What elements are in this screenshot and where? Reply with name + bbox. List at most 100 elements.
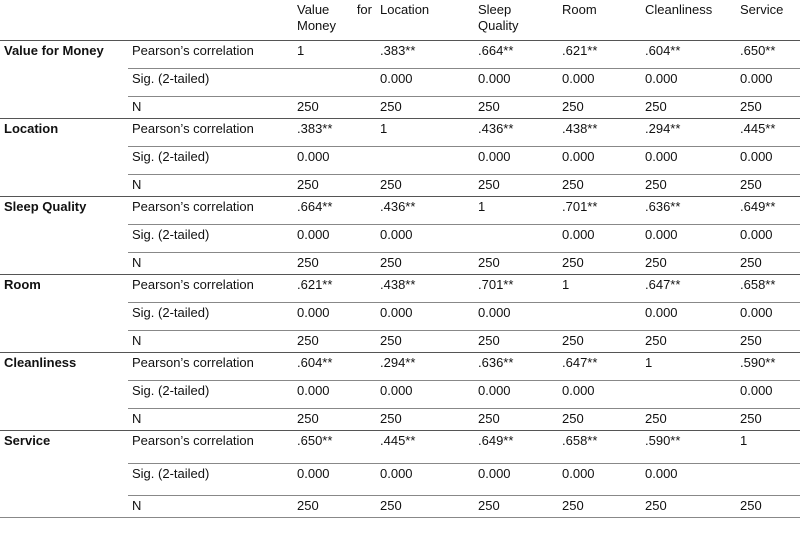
value-cell — [293, 68, 376, 97]
value-cell: 0.000 — [474, 146, 558, 175]
value-cell: 250 — [474, 330, 558, 353]
value-cell: 250 — [293, 174, 376, 197]
value-cell: 250 — [736, 495, 800, 518]
value-cell: 0.000 — [376, 224, 474, 253]
value-cell: 250 — [293, 330, 376, 353]
value-cell: .649** — [736, 196, 800, 225]
value-cell: 250 — [558, 252, 641, 275]
column-header: Location — [376, 0, 474, 41]
value-cell — [474, 224, 558, 253]
value-cell: .647** — [558, 352, 641, 381]
value-cell: 250 — [376, 174, 474, 197]
group-label: Value for Money — [0, 40, 128, 69]
value-cell: 250 — [558, 174, 641, 197]
blank-cell — [0, 97, 128, 119]
value-cell: .294** — [376, 352, 474, 381]
value-cell: 0.000 — [293, 146, 376, 175]
value-cell: 250 — [376, 495, 474, 518]
value-cell: 250 — [474, 408, 558, 431]
blank-cell — [0, 331, 128, 353]
value-cell: .383** — [376, 40, 474, 69]
value-cell: 0.000 — [474, 380, 558, 409]
value-cell: .621** — [558, 40, 641, 69]
value-cell: .621** — [293, 274, 376, 303]
blank-cell — [0, 409, 128, 431]
value-cell: 0.000 — [641, 463, 736, 496]
stat-label: N — [128, 495, 293, 518]
table-row: N 250 250 250 250 250 250 — [0, 408, 800, 431]
value-cell: .445** — [736, 118, 800, 147]
value-cell — [641, 380, 736, 409]
value-cell: .436** — [474, 118, 558, 147]
corner — [128, 0, 293, 41]
value-cell: .636** — [474, 352, 558, 381]
value-cell: 0.000 — [376, 380, 474, 409]
value-cell: 250 — [474, 96, 558, 119]
value-cell: 250 — [293, 408, 376, 431]
value-cell: 1 — [558, 274, 641, 303]
stat-label: N — [128, 174, 293, 197]
table-row: Sig. (2-tailed) 0.000 0.000 0.000 0.000 0.000 — [0, 380, 800, 409]
value-cell: 250 — [736, 174, 800, 197]
value-cell: .604** — [293, 352, 376, 381]
group-label: Location — [0, 118, 128, 147]
table-row: N 250 250 250 250 250 250 — [0, 252, 800, 275]
table-row: Sig. (2-tailed) 0.000 0.000 0.000 0.000 0.000 — [0, 302, 800, 331]
stat-label: N — [128, 330, 293, 353]
value-cell: .701** — [474, 274, 558, 303]
stat-label: Sig. (2-tailed) — [128, 224, 293, 253]
blank-cell — [0, 147, 128, 175]
table-row: N 250 250 250 250 250 250 — [0, 96, 800, 119]
value-cell: 0.000 — [376, 463, 474, 496]
stat-label: N — [128, 252, 293, 275]
value-cell — [558, 302, 641, 331]
value-cell: 0.000 — [376, 68, 474, 97]
column-header: Value for Money — [293, 0, 376, 41]
value-cell: 0.000 — [293, 224, 376, 253]
group-label: Room — [0, 274, 128, 303]
table-row: Cleanliness Pearson’s correlation .604** .2… — [0, 352, 800, 381]
value-cell: .590** — [736, 352, 800, 381]
table-row: N 250 250 250 250 250 250 — [0, 174, 800, 197]
value-cell: 250 — [293, 495, 376, 518]
value-cell: 250 — [641, 408, 736, 431]
value-cell: .636** — [641, 196, 736, 225]
value-cell: .436** — [376, 196, 474, 225]
value-cell: 250 — [293, 252, 376, 275]
value-cell: 0.000 — [736, 302, 800, 331]
value-cell: 0.000 — [558, 224, 641, 253]
column-header: Service — [736, 0, 800, 41]
value-cell: 0.000 — [736, 68, 800, 97]
column-header: Cleanliness — [641, 0, 736, 41]
table-row: Sig. (2-tailed) 0.000 0.000 0.000 0.000 0.000 — [0, 463, 800, 496]
value-cell: .664** — [474, 40, 558, 69]
stat-label: Pearson’s correlation — [128, 40, 293, 69]
value-cell: .650** — [736, 40, 800, 69]
table-row: Value for Money Pearson’s correlation 1.38… — [0, 40, 800, 69]
table-row: Room Pearson’s correlation .621** .438** .70… — [0, 274, 800, 303]
value-cell: .649** — [474, 430, 558, 464]
value-cell: .664** — [293, 196, 376, 225]
value-cell: 0.000 — [558, 380, 641, 409]
stat-label: N — [128, 408, 293, 431]
stat-label: Pearson’s correlation — [128, 118, 293, 147]
stat-label: N — [128, 96, 293, 119]
value-cell: 250 — [736, 408, 800, 431]
value-cell: 250 — [558, 408, 641, 431]
header-row: Value for Money Location Sleep Quality Room… — [0, 0, 800, 41]
table-row: Location Pearson’s correlation .383** 1.436… — [0, 118, 800, 147]
column-header: Sleep Quality — [474, 0, 558, 41]
stat-label: Sig. (2-tailed) — [128, 463, 293, 496]
value-cell: 0.000 — [474, 463, 558, 496]
value-cell: .647** — [641, 274, 736, 303]
value-cell: 250 — [558, 495, 641, 518]
stat-label: Sig. (2-tailed) — [128, 68, 293, 97]
value-cell: 0.000 — [641, 146, 736, 175]
value-cell: 250 — [641, 96, 736, 119]
value-cell: 250 — [474, 174, 558, 197]
blank-cell — [0, 225, 128, 253]
value-cell: .445** — [376, 430, 474, 464]
blank-cell — [0, 495, 128, 518]
value-cell: 250 — [474, 252, 558, 275]
